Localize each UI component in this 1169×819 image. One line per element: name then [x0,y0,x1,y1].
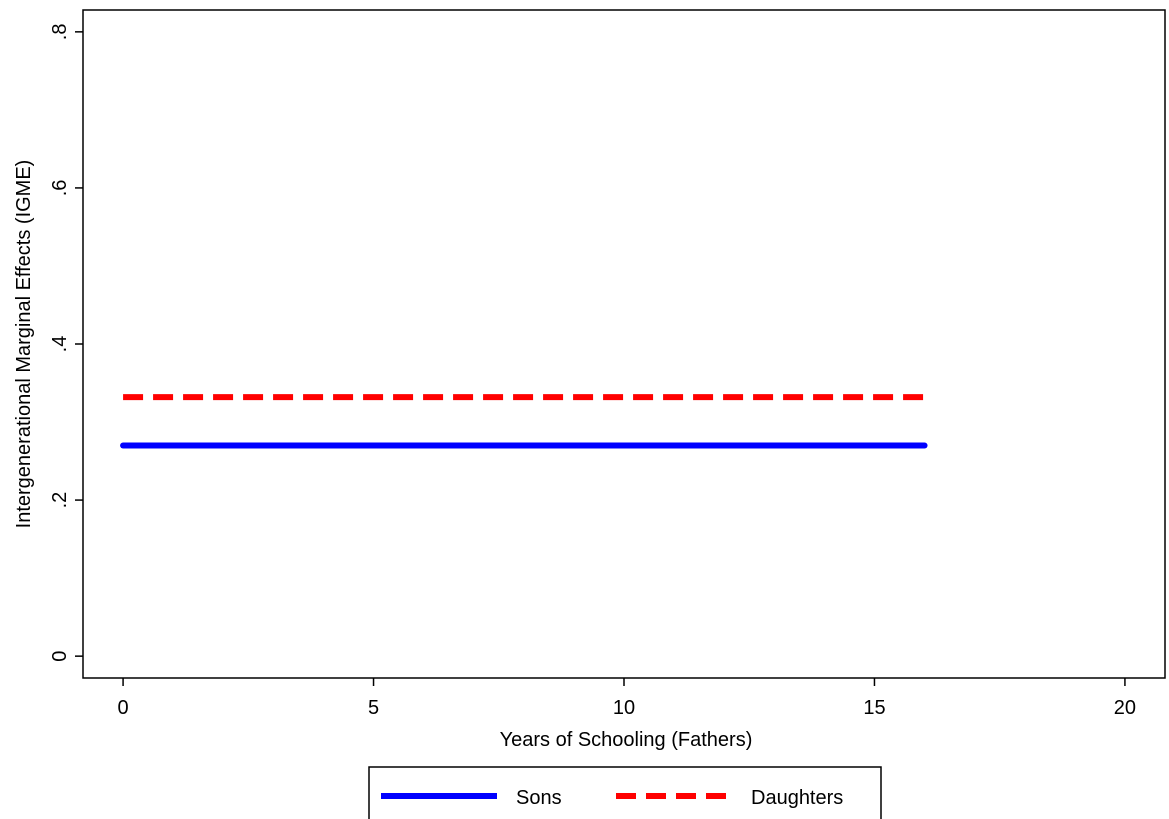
x-tick-label-20: 20 [1114,697,1136,719]
y-axis-title: Intergenerational Marginal Effects (IGME… [13,160,35,529]
x-axis-ticks: 0 5 10 15 20 [118,678,1136,719]
y-tick-label-4: .8 [49,24,71,41]
x-axis-title: Years of Schooling (Fathers) [500,729,753,751]
x-tick-label-10: 10 [613,697,635,719]
y-tick-label-0: 0 [49,651,71,662]
series-layer [120,394,928,449]
x-tick-label-0: 0 [118,697,129,719]
legend-label-daughters: Daughters [751,787,843,809]
y-tick-label-3: .6 [49,180,71,197]
plot-area [82,9,1166,679]
y-tick-label-2: .4 [49,336,71,353]
y-axis-ticks: 0 .2 .4 .6 .8 [49,24,83,662]
y-tick-label-1: .2 [49,492,71,509]
x-tick-label-15: 15 [863,697,885,719]
legend: Sons Daughters [368,766,882,819]
legend-label-sons: Sons [516,787,562,809]
x-tick-label-5: 5 [368,697,379,719]
